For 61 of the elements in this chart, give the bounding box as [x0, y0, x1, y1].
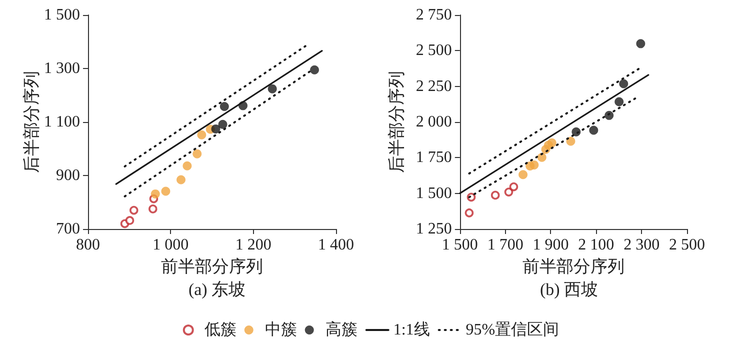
- y-tick-label: 2 250: [416, 78, 452, 95]
- x-tick-label: 1 700: [487, 236, 524, 254]
- x-tick-label: 1 000: [152, 236, 189, 254]
- y-tick-label: 2 000: [416, 114, 452, 130]
- x-tick-label: 1 400: [318, 236, 354, 254]
- point: [547, 138, 556, 148]
- point: [268, 84, 277, 94]
- point: [537, 152, 546, 162]
- point: [220, 102, 229, 111]
- point: [464, 208, 474, 218]
- legend-label: 低簇: [204, 322, 236, 338]
- x-tick-label: 2 100: [578, 236, 614, 254]
- point: [530, 160, 539, 170]
- text: (a) 东坡: [188, 280, 246, 299]
- text: (b) 西坡: [540, 280, 598, 299]
- point: [161, 186, 170, 196]
- legend-label: 中簇: [264, 320, 297, 338]
- y-tick-label: 1 300: [44, 60, 80, 77]
- point: [176, 175, 186, 184]
- point: [566, 136, 576, 146]
- point: [614, 97, 624, 106]
- y-axis-title: 后半部分序列: [22, 71, 41, 173]
- point: [509, 182, 518, 192]
- point: [604, 110, 614, 120]
- point: [211, 124, 220, 134]
- y-tick-label: 700: [56, 220, 80, 238]
- y-tick-label: 1 100: [44, 114, 80, 130]
- x-tick-label: 1 900: [532, 236, 569, 254]
- x-axis-title: 前半部分序列: [522, 256, 624, 276]
- x-axis-title: 前半部分序列: [161, 256, 263, 276]
- x-tick-label: 1 200: [235, 236, 272, 254]
- point: [619, 79, 628, 88]
- y-axis-title: 后半部分序列: [387, 71, 406, 173]
- y-tick-label: 1 750: [416, 149, 452, 166]
- point: [490, 190, 500, 200]
- point: [310, 65, 320, 74]
- x-tick-label: 1 500: [442, 236, 478, 254]
- x-tick-label: 800: [76, 236, 100, 254]
- point: [150, 189, 160, 198]
- y-tick-label: 1 500: [44, 6, 80, 24]
- point: [197, 130, 206, 140]
- legend-label: 95%置信区间: [466, 320, 560, 338]
- x-tick-label: 2 500: [669, 236, 705, 254]
- point: [182, 161, 192, 170]
- point: [518, 170, 528, 180]
- legend-label: 1:1线: [393, 320, 430, 338]
- x-tick-label: 2 300: [624, 236, 660, 254]
- legend-label: 高簇: [325, 320, 358, 338]
- y-tick-label: 1 250: [416, 220, 452, 238]
- point: [148, 204, 158, 214]
- y-tick-label: 1 500: [416, 184, 452, 202]
- point: [636, 39, 646, 48]
- point: [125, 216, 134, 225]
- point: [504, 188, 514, 196]
- point: [218, 120, 228, 129]
- y-tick-label: 2 750: [416, 6, 452, 24]
- y-tick-label: 2 500: [416, 42, 452, 60]
- point: [129, 206, 138, 215]
- point: [589, 126, 598, 135]
- y-tick-label: 900: [56, 167, 80, 184]
- point: [192, 149, 202, 158]
